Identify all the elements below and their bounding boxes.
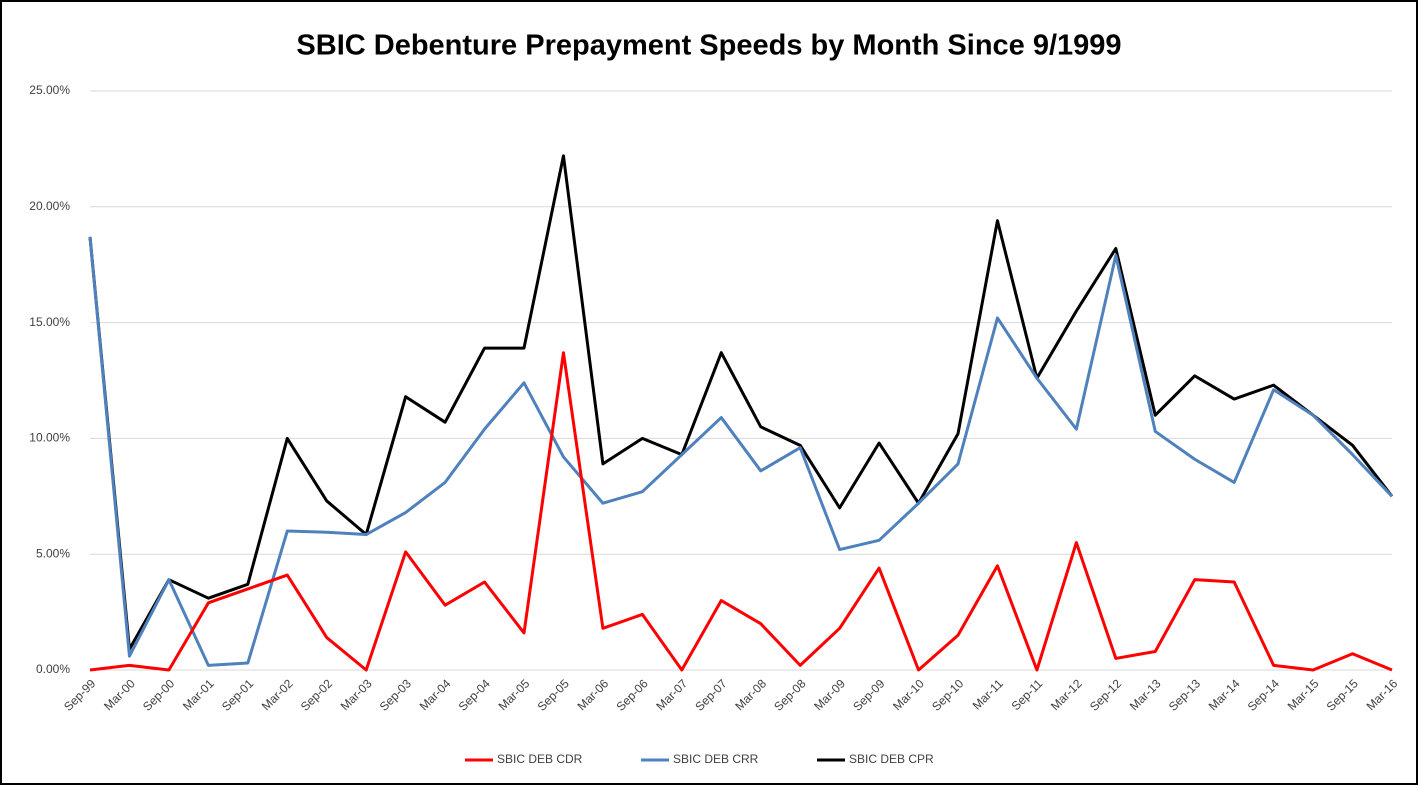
y-tick-label: 10.00% (29, 431, 70, 445)
legend-label: SBIC DEB CPR (849, 752, 934, 766)
series-line (89, 351, 1393, 672)
chart-title: SBIC Debenture Prepayment Speeds by Mont… (296, 30, 1121, 62)
legend-label: SBIC DEB CDR (497, 752, 583, 766)
y-tick-label: 0.00% (36, 662, 70, 676)
y-tick-label: 15.00% (29, 315, 70, 329)
y-tick-label: 20.00% (29, 199, 70, 213)
y-tick-label: 5.00% (36, 546, 70, 560)
series-line (88, 154, 1394, 651)
y-tick-label: 25.00% (29, 83, 70, 97)
legend-label: SBIC DEB CRR (673, 752, 759, 766)
series-line (88, 236, 1394, 667)
